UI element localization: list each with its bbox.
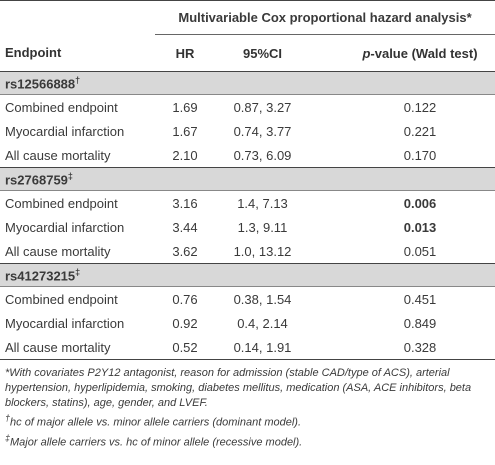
group-cell: rs2768759‡ <box>0 167 495 191</box>
cell: 0.006 <box>403 195 437 211</box>
span-title: Multivariable Cox proportional hazard an… <box>155 0 495 35</box>
cell: Myocardial infarction <box>5 315 125 331</box>
cell: Combined endpoint <box>5 291 118 307</box>
data-row: Myocardial infarction 3.44 1.3, 9.11 0.013 <box>0 215 495 239</box>
cell: 0.451 <box>403 291 437 307</box>
italic-p: p <box>362 45 371 61</box>
group-mark: ‡ <box>67 170 73 181</box>
footnote-mark: ‡ <box>5 432 11 443</box>
footnote-text: hc of major allele vs. minor allele carr… <box>10 416 302 429</box>
group-cell: rs12566888† <box>0 71 495 95</box>
data-row: All cause mortality 2.10 0.73, 6.09 0.170 <box>0 143 495 168</box>
cell: 0.74, 3.77 <box>233 123 292 139</box>
cell: 0.14, 1.91 <box>215 335 310 360</box>
group-row: rs12566888† <box>0 71 495 95</box>
group-name: rs41273215 <box>5 268 76 284</box>
cell: Combined endpoint <box>5 195 118 211</box>
cell: 0.76 <box>172 291 198 307</box>
data-row: Myocardial infarction 1.67 0.74, 3.77 0.221 <box>0 119 495 143</box>
cell: 0.4, 2.14 <box>237 315 288 331</box>
data-row: Combined endpoint 0.76 0.38, 1.54 0.451 <box>0 287 495 312</box>
cell: 0.38, 1.54 <box>233 291 292 307</box>
data-row: Combined endpoint 1.69 0.87, 3.27 0.122 <box>0 95 495 120</box>
group-mark: † <box>75 74 81 85</box>
cell: 0.849 <box>403 315 437 331</box>
cell: Myocardial infarction <box>5 123 125 139</box>
header-row: Multivariable Cox proportional hazard an… <box>0 0 495 35</box>
results-table: Multivariable Cox proportional hazard an… <box>0 0 495 360</box>
footnote: †hc of major allele vs. minor allele car… <box>5 411 490 431</box>
footnote: ‡Major allele carriers vs. hc of minor a… <box>5 431 490 451</box>
cell: All cause mortality <box>5 147 111 163</box>
data-row: All cause mortality 3.62 1.0, 13.12 0.051 <box>0 239 495 264</box>
cell: 1.0, 13.12 <box>233 243 292 259</box>
cell: All cause mortality <box>0 335 155 360</box>
cell: 0.87, 3.27 <box>233 99 292 115</box>
data-row: All cause mortality 0.52 0.14, 1.91 0.328 <box>0 335 495 360</box>
cell: 0.52 <box>155 335 215 360</box>
group-cell: rs41273215‡ <box>0 263 495 287</box>
cell: All cause mortality <box>5 243 111 259</box>
column-header: HR <box>155 34 215 72</box>
footnote-text: Major allele carriers vs. hc of minor al… <box>10 436 303 449</box>
cell: 0.328 <box>310 335 495 360</box>
data-row: Myocardial infarction 0.92 0.4, 2.14 0.849 <box>0 311 495 335</box>
footnotes: *With covariates P2Y12 antagonist, reaso… <box>0 360 495 450</box>
cell: 0.122 <box>403 99 437 115</box>
group-name: rs2768759 <box>5 172 68 188</box>
cell: Combined endpoint <box>5 99 118 115</box>
column-header: p-value (Wald test) <box>310 34 495 72</box>
cell: 2.10 <box>172 147 198 163</box>
cell: 0.221 <box>403 123 437 139</box>
group-name: rs12566888 <box>5 76 76 92</box>
footnote-mark: † <box>5 413 11 423</box>
cell: 0.170 <box>403 147 437 163</box>
cell: 0.73, 6.09 <box>233 147 292 163</box>
group-row: rs41273215‡ <box>0 263 495 287</box>
cell: 1.67 <box>172 123 198 139</box>
data-row: Combined endpoint 3.16 1.4, 7.13 0.006 <box>0 191 495 216</box>
column-header: Endpoint <box>0 34 155 72</box>
cell: Myocardial infarction <box>5 219 125 235</box>
cell: 1.4, 7.13 <box>237 195 288 211</box>
table-body: rs12566888† Combined endpoint 1.69 0.87, 3.… <box>0 71 495 360</box>
cell: 3.62 <box>172 243 198 259</box>
header-text: -value (Wald test) <box>370 45 478 61</box>
cell: 3.44 <box>172 219 198 235</box>
cell: 0.92 <box>172 315 198 331</box>
header-row: Endpoint HR 95%CI p-value (Wald test) <box>0 34 495 72</box>
cell: 3.16 <box>172 195 198 211</box>
cell: 0.013 <box>403 219 437 235</box>
group-mark: ‡ <box>75 266 81 277</box>
group-row: rs2768759‡ <box>0 167 495 191</box>
cell: 0.051 <box>403 243 437 259</box>
cell: 1.3, 9.11 <box>237 219 288 235</box>
footnote: *With covariates P2Y12 antagonist, reaso… <box>5 367 472 409</box>
column-header: 95%CI <box>215 34 310 72</box>
cell: 1.69 <box>172 99 198 115</box>
